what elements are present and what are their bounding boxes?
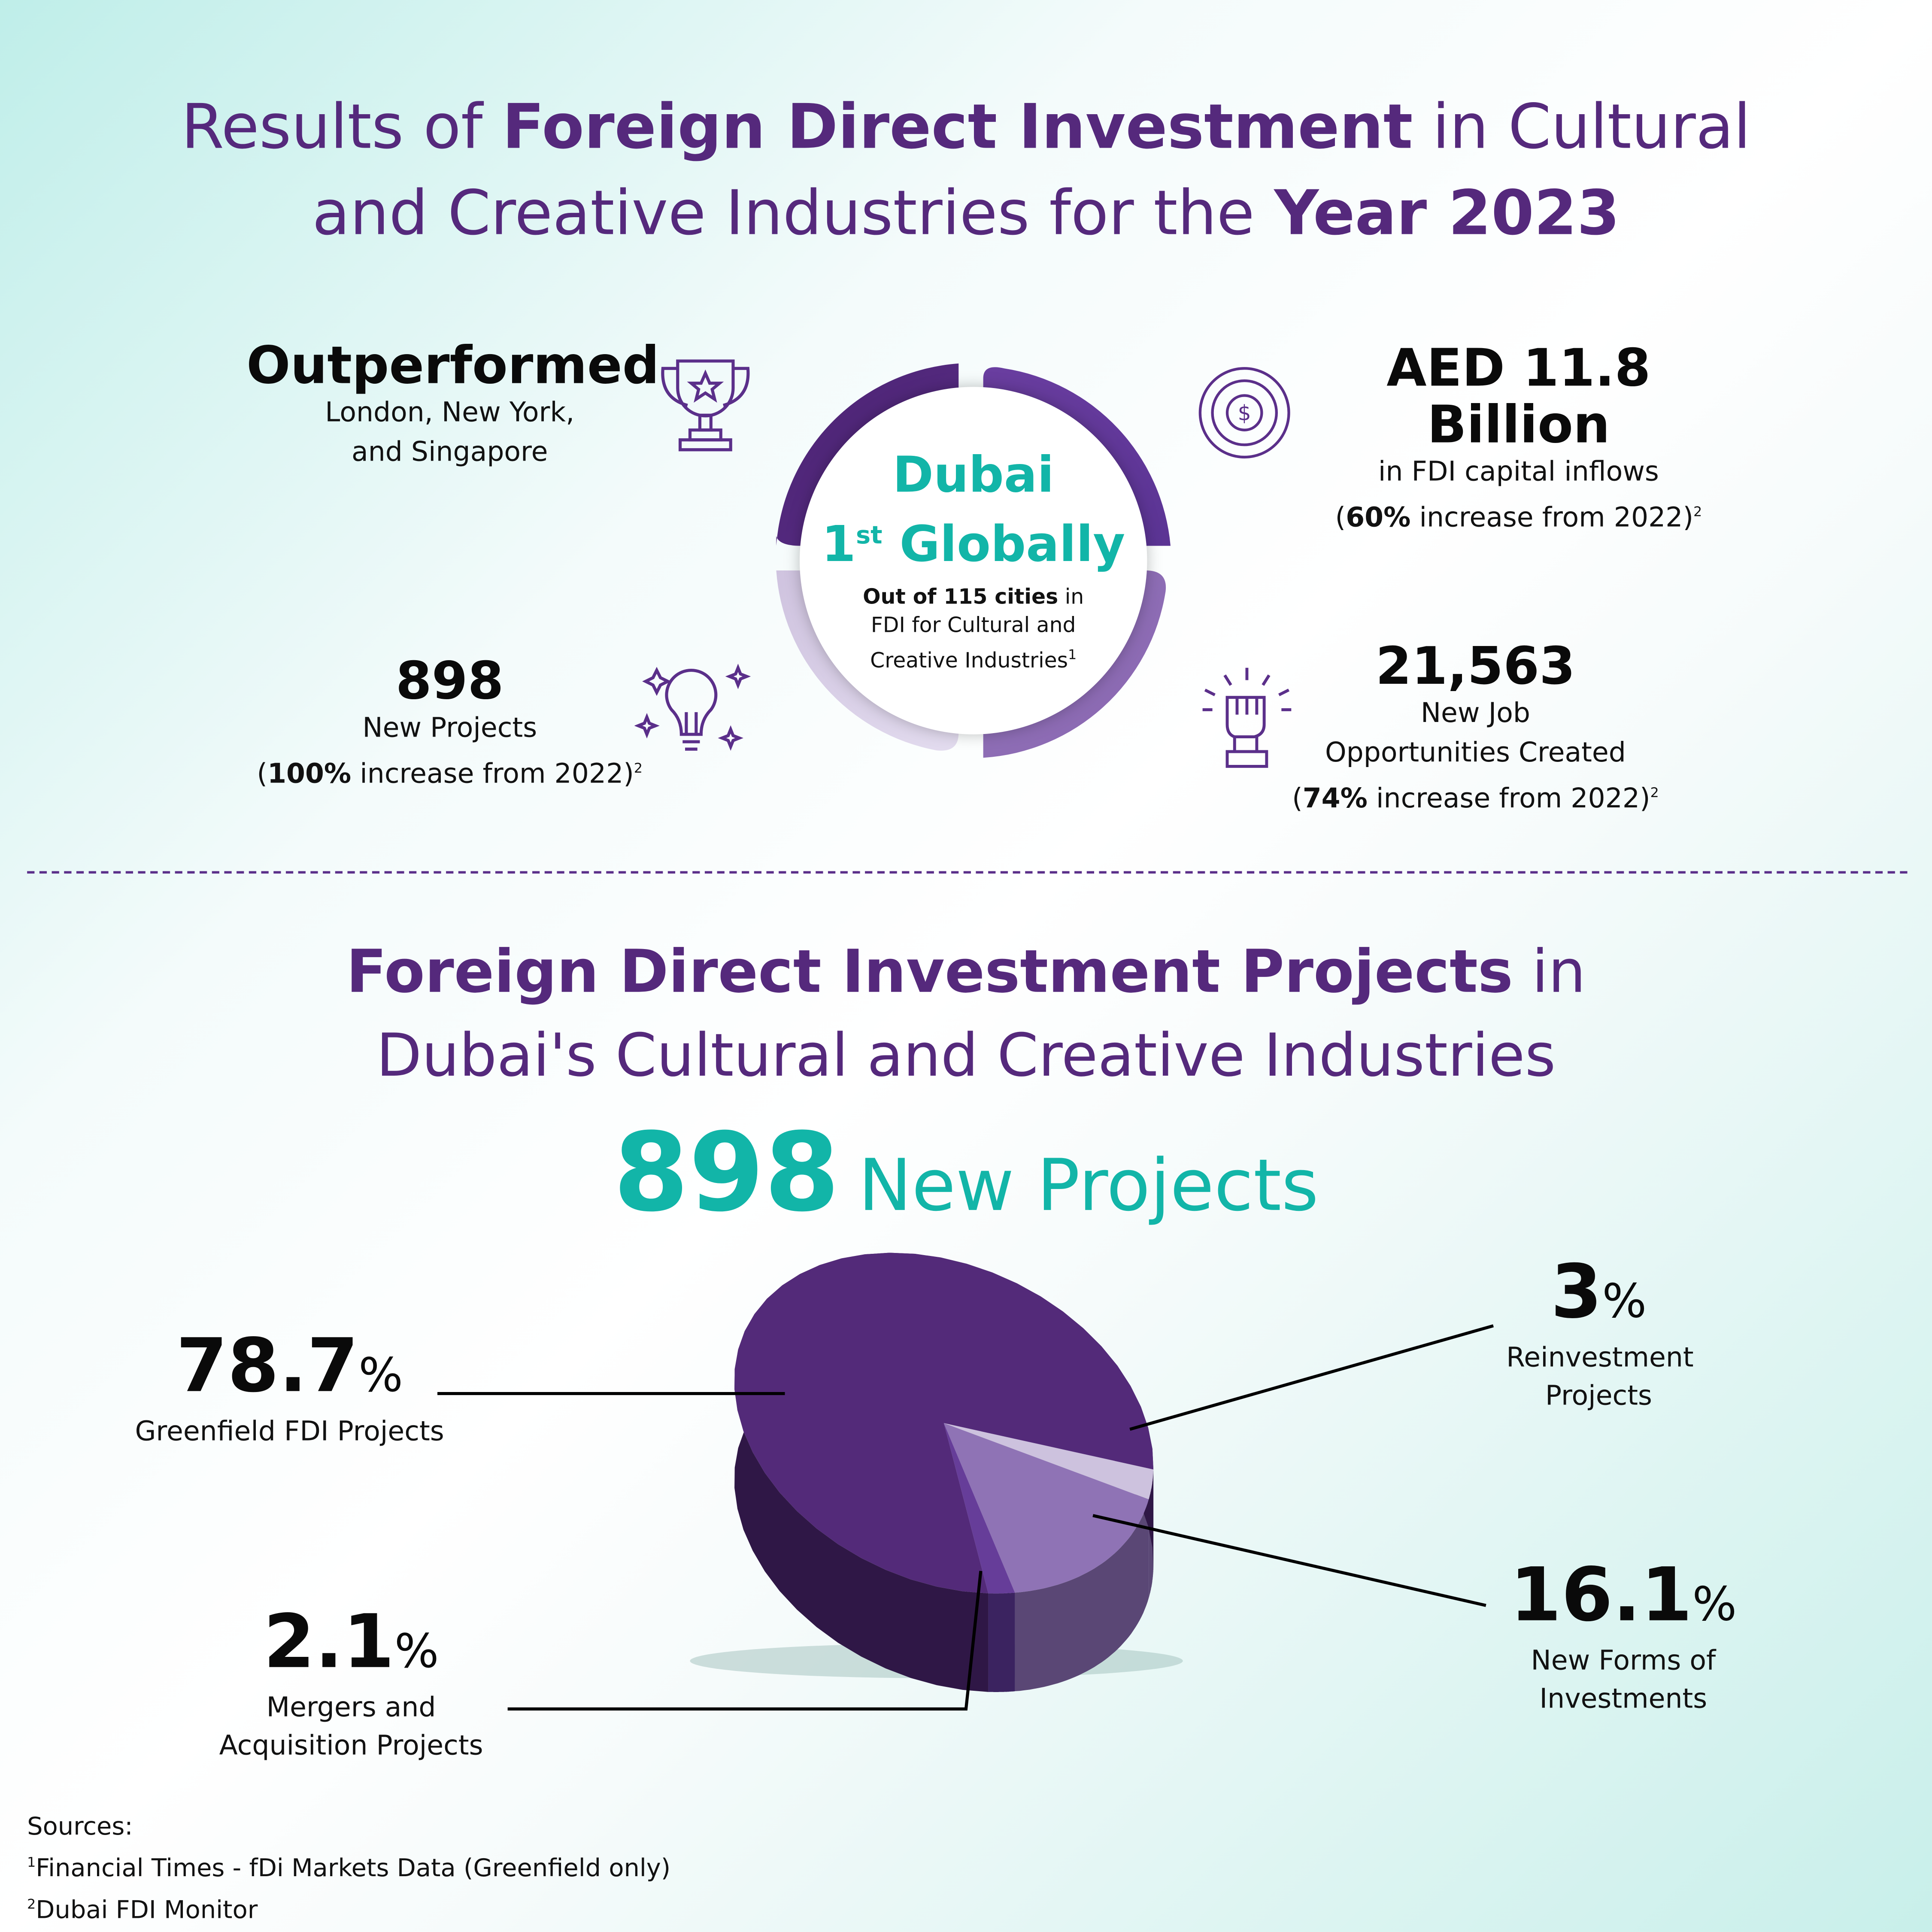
center-circle	[799, 387, 1147, 734]
pie-category: Greenfield FDI Projects	[135, 1417, 444, 1448]
footnote-number: 1	[27, 1854, 36, 1871]
text-bold: 60%	[1346, 503, 1411, 534]
stat-new-jobs: 21,563 New Job Opportunities Created (74…	[1275, 636, 1676, 820]
footnote-ref: 1	[1068, 647, 1077, 664]
stat-value: 898	[395, 650, 504, 711]
source-item: 2Dubai FDI Monitor	[27, 1886, 670, 1928]
leader-line-mergers	[507, 1571, 983, 1711]
title-part: Results of	[181, 91, 503, 163]
text: increase from 2022)	[1410, 503, 1694, 534]
source-text: Financial Times - fDi Markets Data (Gree…	[36, 1853, 671, 1883]
raised-fist-icon	[1202, 667, 1292, 768]
lightbulb-icon	[634, 664, 751, 751]
stat-text: and Singapore	[351, 437, 548, 468]
stat-text: New Job	[1420, 698, 1531, 730]
stat-text: London, New York,	[325, 398, 575, 429]
stat-value: AED 11.8 Billion	[1386, 337, 1651, 455]
pie-value: 3	[1550, 1249, 1602, 1336]
pie-unit: %	[1692, 1577, 1737, 1632]
leader-line-reinvestment	[1129, 1324, 1494, 1431]
pie-category: Mergers and Acquisition Projects	[219, 1693, 483, 1762]
stat-text: in FDI capital inflows	[1378, 457, 1659, 488]
pie-value: 16.1	[1510, 1552, 1692, 1639]
footnote-number: 2	[27, 1896, 36, 1912]
pie-slice-new-forms-of-investments	[943, 1423, 1149, 1593]
rank-number: 1	[822, 516, 856, 573]
title-part: and Creative Industries for the	[312, 177, 1274, 249]
source-text: Dubai FDI Monitor	[36, 1894, 258, 1924]
stat-text: (74% increase from 2022)2	[1275, 774, 1676, 820]
title-bold: Foreign Direct Investment	[502, 91, 1413, 163]
title-part: Dubai's Cultural and Creative Industries	[376, 1021, 1556, 1091]
pie-label-mergers: 2.1% Mergers and Acquisition Projects	[209, 1604, 493, 1765]
sources-title: Sources:	[27, 1811, 133, 1841]
pie-unit: %	[1602, 1274, 1647, 1328]
center-text: Dubai 1st Globally Out of 115 cities in …	[801, 446, 1146, 676]
trophy-icon	[661, 359, 750, 452]
pie-category: Reinvestment Projects	[1506, 1343, 1694, 1412]
pie-slice-reinvestment-projects	[943, 1423, 1154, 1500]
stat-outperformed: Outperformed London, New York, and Singa…	[246, 335, 660, 473]
desc-text: Creative Industries	[870, 649, 1068, 674]
pie-label-greenfield: 78.7% Greenfield FDI Projects	[129, 1328, 449, 1451]
title-bold: Year 2023	[1274, 177, 1620, 249]
title-part: in Cultural	[1413, 91, 1751, 163]
leader-lines	[437, 1324, 1494, 1711]
stat-value: Outperformed	[246, 335, 660, 396]
text-bold: 74%	[1302, 784, 1368, 815]
section-divider	[27, 871, 1908, 874]
sources: Sources: 1Financial Times - fDi Markets …	[27, 1809, 670, 1927]
center-rank: 1st Globally	[801, 505, 1146, 575]
footnote-ref: 2	[634, 760, 643, 776]
count-value: 898	[613, 1109, 840, 1236]
pie-label-new-forms: 16.1% New Forms of Investments	[1509, 1557, 1737, 1719]
title-bold: Foreign Direct Investment Projects	[346, 937, 1513, 1007]
pie-value: 2.1	[263, 1599, 394, 1686]
rank-text: Globally	[882, 516, 1125, 573]
pie-category: New Forms of Investments	[1531, 1646, 1716, 1715]
text: (	[1335, 503, 1346, 534]
stat-text: Opportunities Created	[1325, 738, 1626, 769]
footnote-ref: 2	[1650, 785, 1659, 801]
stat-text: (100% increase from 2022)2	[252, 749, 647, 795]
text: increase from 2022)	[351, 759, 634, 790]
leader-line-new-forms	[1092, 1514, 1486, 1607]
section-title: Foreign Direct Investment Projects in Du…	[0, 930, 1932, 1098]
text: (	[257, 759, 268, 790]
project-count: 898 New Projects	[0, 1109, 1932, 1236]
rank-suffix: st	[855, 520, 883, 550]
source-item: 1Financial Times - fDi Markets Data (Gre…	[27, 1844, 670, 1886]
dollar-coin-icon: $	[1198, 367, 1290, 459]
pie-slice-greenfield-fdi-projects	[734, 1253, 1154, 1594]
text-bold: 100%	[267, 759, 352, 790]
pie-slice-mergers-and-acquisition-projects	[943, 1423, 1015, 1594]
stat-fdi-inflows: AED 11.8 Billion in FDI capital inflows …	[1294, 340, 1744, 539]
desc-bold: Out of 115 cities	[863, 585, 1059, 610]
desc-text: FDI for Cultural and	[870, 614, 1076, 639]
text: increase from 2022)	[1367, 784, 1650, 815]
pie-side-1	[1015, 1499, 1149, 1692]
stat-value: 21,563	[1375, 636, 1576, 696]
center-city: Dubai	[892, 447, 1054, 504]
count-label: New Projects	[858, 1143, 1319, 1228]
stat-text: (60% increase from 2022)2	[1294, 493, 1744, 539]
svg-text:$: $	[1238, 401, 1251, 425]
pie-side-2	[988, 1592, 1015, 1692]
footnote-ref: 2	[1693, 504, 1702, 520]
desc-text: in	[1058, 585, 1084, 610]
center-description: Out of 115 cities in FDI for Cultural an…	[801, 585, 1146, 676]
ring-graphic	[776, 363, 1171, 758]
main-title: Results of Foreign Direct Investment in …	[0, 84, 1932, 256]
text: (	[1292, 784, 1303, 815]
pie-unit: %	[358, 1348, 403, 1402]
pie-label-reinvestment: 3% Reinvestment Projects	[1497, 1254, 1701, 1416]
pie-value: 78.7	[176, 1323, 359, 1410]
title-part: in	[1513, 937, 1586, 1007]
stat-new-projects: 898 New Projects (100% increase from 202…	[252, 650, 647, 795]
stat-text: New Projects	[362, 713, 537, 744]
pie-unit: %	[394, 1624, 439, 1678]
